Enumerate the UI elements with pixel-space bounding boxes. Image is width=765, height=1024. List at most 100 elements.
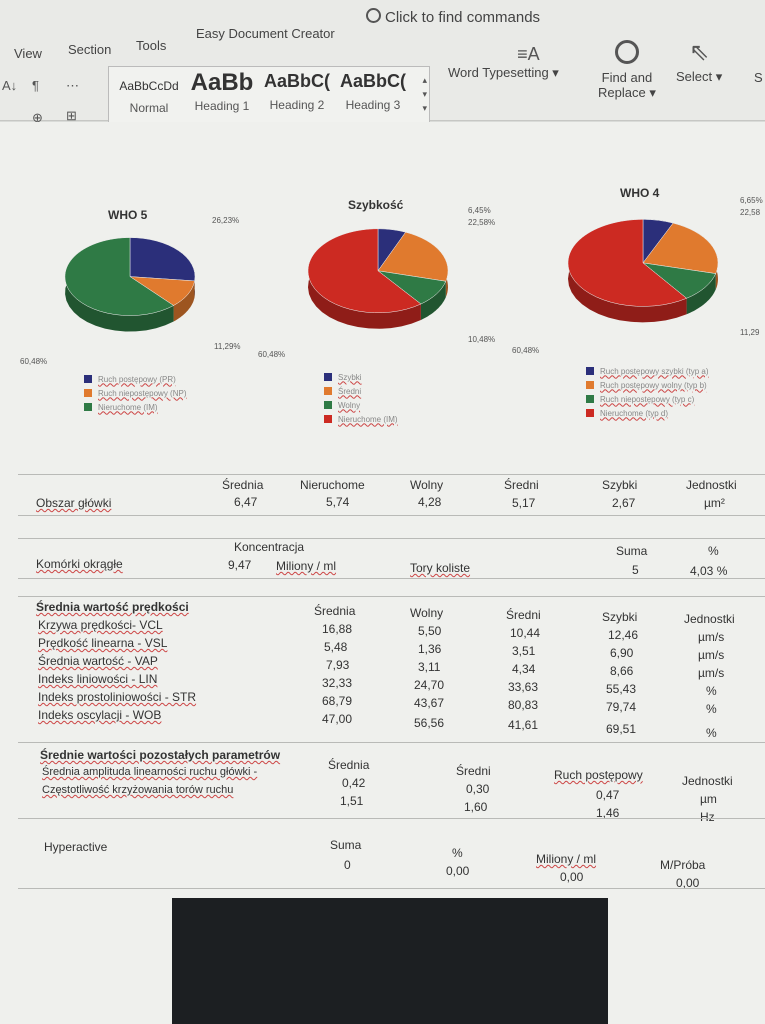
legend-item: Wolny: [324, 398, 398, 412]
menu-section[interactable]: Section: [68, 42, 112, 57]
select-button[interactable]: ⇖ Select ▾: [676, 38, 722, 85]
cell-value: 10,44: [510, 626, 541, 640]
style-normal-preview: AaBbCcDd: [119, 79, 179, 93]
legend-label: Średni: [338, 386, 362, 396]
cell-value: 24,70: [414, 678, 445, 692]
col-header: Koncentracja: [234, 540, 305, 554]
chart-title-speed: Szybkość: [348, 198, 404, 212]
pie-label: 11,29: [740, 328, 760, 337]
pie-slice-side: [65, 237, 174, 332]
style-normal[interactable]: AaBbCcDd Normal: [113, 79, 185, 115]
cell-value: µm: [700, 792, 717, 806]
borders-icon[interactable]: ⊞: [66, 108, 77, 123]
legend-swatch: [324, 415, 332, 423]
chevron-down-icon: ▾: [712, 69, 723, 84]
replace-label: Replace: [598, 85, 646, 100]
style-heading-1-label: Heading 1: [194, 99, 250, 113]
style-heading-1[interactable]: AaBb Heading 1: [185, 69, 259, 113]
legend-label: Wolny: [338, 400, 361, 410]
row-label-head-area: Obszar główki: [36, 496, 112, 510]
command-search[interactable]: Click to find commands: [366, 8, 540, 26]
document-page: WHO 5 26,23% 11,29% 60,48% Szybkość 6,45…: [0, 122, 765, 1024]
legend-swatch: [324, 401, 332, 409]
menu-view[interactable]: View: [14, 46, 42, 61]
cell-value: 33,63: [508, 680, 539, 694]
legend-swatch: [324, 387, 332, 395]
legend-swatch: [324, 373, 332, 381]
col-header: Jednostki: [684, 612, 735, 626]
pie-label: 60,48%: [258, 350, 286, 359]
pie-slice: [377, 231, 449, 282]
col-header: Ruch postępowy: [554, 768, 643, 782]
cell-value: 0,00: [560, 870, 584, 884]
legend-swatch: [586, 367, 594, 375]
col-header: Wolny: [410, 478, 444, 492]
col-header: Jednostki: [686, 478, 737, 492]
row-label: Indeks liniowości - LIN: [38, 672, 158, 686]
cell-value: 1,46: [596, 806, 620, 820]
col-header: Średnia: [328, 758, 370, 772]
cell-value: 5,74: [326, 495, 350, 509]
legend-item: Średni: [324, 384, 398, 398]
legend-speed: Szybki Średni Wolny Nieruchome (IM): [324, 370, 398, 426]
style-heading-3-label: Heading 3: [345, 98, 401, 112]
cell-value: 0,47: [596, 788, 620, 802]
style-heading-1-preview: AaBb: [190, 69, 254, 96]
styles-gallery: AaBbCcDd Normal AaBb Heading 1 AaBbC( He…: [108, 66, 430, 124]
pie-label: 22,58%: [468, 218, 496, 227]
word-typesetting-button[interactable]: ≡A Word Typesetting ▾: [448, 44, 559, 81]
col-header: %: [452, 846, 463, 860]
styles-scroll-icon[interactable]: ▴ ▾ ▾: [422, 75, 427, 113]
cell-value: 1,51: [340, 794, 364, 808]
pie-slice: [642, 222, 719, 274]
menu-tools[interactable]: Tools: [136, 38, 167, 53]
cell-value: 41,61: [508, 718, 539, 732]
legend-label: Ruch postępowy szybki (typ a): [600, 366, 709, 376]
cell-value: 1,36: [418, 642, 442, 656]
cut-off-button[interactable]: S: [754, 70, 763, 85]
sort-icon[interactable]: A↓: [2, 78, 18, 93]
pie-label: 11,29%: [214, 342, 241, 351]
cell-value: 0,42: [342, 776, 366, 790]
pie-label: 10,48%: [468, 335, 496, 344]
cell-value: µm/s: [698, 630, 725, 644]
pie-chart-speed: [307, 228, 449, 329]
legend-label: Nieruchome (IM): [98, 402, 158, 412]
chevron-down-icon: ▾: [548, 65, 559, 80]
menu-easy-document-creator[interactable]: Easy Document Creator: [196, 26, 335, 41]
legend-item: Nieruchome (IM): [84, 400, 186, 414]
style-heading-2[interactable]: AaBbC( Heading 2: [259, 71, 335, 112]
cell-value: 16,88: [322, 622, 353, 636]
pie-slice-side: [308, 228, 421, 329]
cell-value: 3,11: [418, 660, 441, 674]
pie-slice-side: [173, 280, 195, 322]
divider: [18, 474, 765, 475]
chart-title-who5: WHO 5: [108, 208, 148, 222]
col-header: Szybki: [602, 610, 638, 624]
legend-swatch: [586, 409, 594, 417]
style-heading-3-preview: AaBbC(: [340, 71, 406, 91]
pie-slice-side: [686, 273, 716, 315]
legend-who4: Ruch postępowy szybki (typ a) Ruch postę…: [586, 364, 709, 420]
find-label: Find and: [601, 70, 653, 85]
row-label-round-cells: Komórki okrągłe: [36, 557, 123, 571]
pie-chart-who5: [64, 237, 196, 332]
style-heading-3[interactable]: AaBbC( Heading 3: [335, 71, 411, 112]
legend-item: Ruch niepostępowy (NP): [84, 386, 186, 400]
legend-label: Ruch postępowy wolny (typ b): [600, 380, 707, 390]
row-label: Średnia amplituda linearności ruchu głów…: [42, 766, 258, 778]
cell-value: 69,51: [606, 722, 637, 736]
legend-label: Ruch postępowy (PR): [98, 374, 176, 384]
shading-icon[interactable]: ⊕: [32, 110, 43, 125]
paragraph-marks-icon[interactable]: ¶: [32, 78, 39, 93]
cell-value: 4,03 %: [690, 564, 728, 578]
legend-swatch: [84, 389, 92, 397]
cell-value: %: [706, 684, 717, 698]
cell-value: 0,30: [466, 782, 490, 796]
line-spacing-icon[interactable]: ⋯: [66, 78, 79, 93]
find-replace-button[interactable]: Find and Replace ▾: [598, 40, 656, 101]
cell-value: 6,47: [234, 495, 258, 509]
style-heading-2-label: Heading 2: [269, 98, 325, 112]
embedded-image: [172, 898, 608, 1024]
legend-item: Nieruchome (IM): [324, 412, 398, 426]
